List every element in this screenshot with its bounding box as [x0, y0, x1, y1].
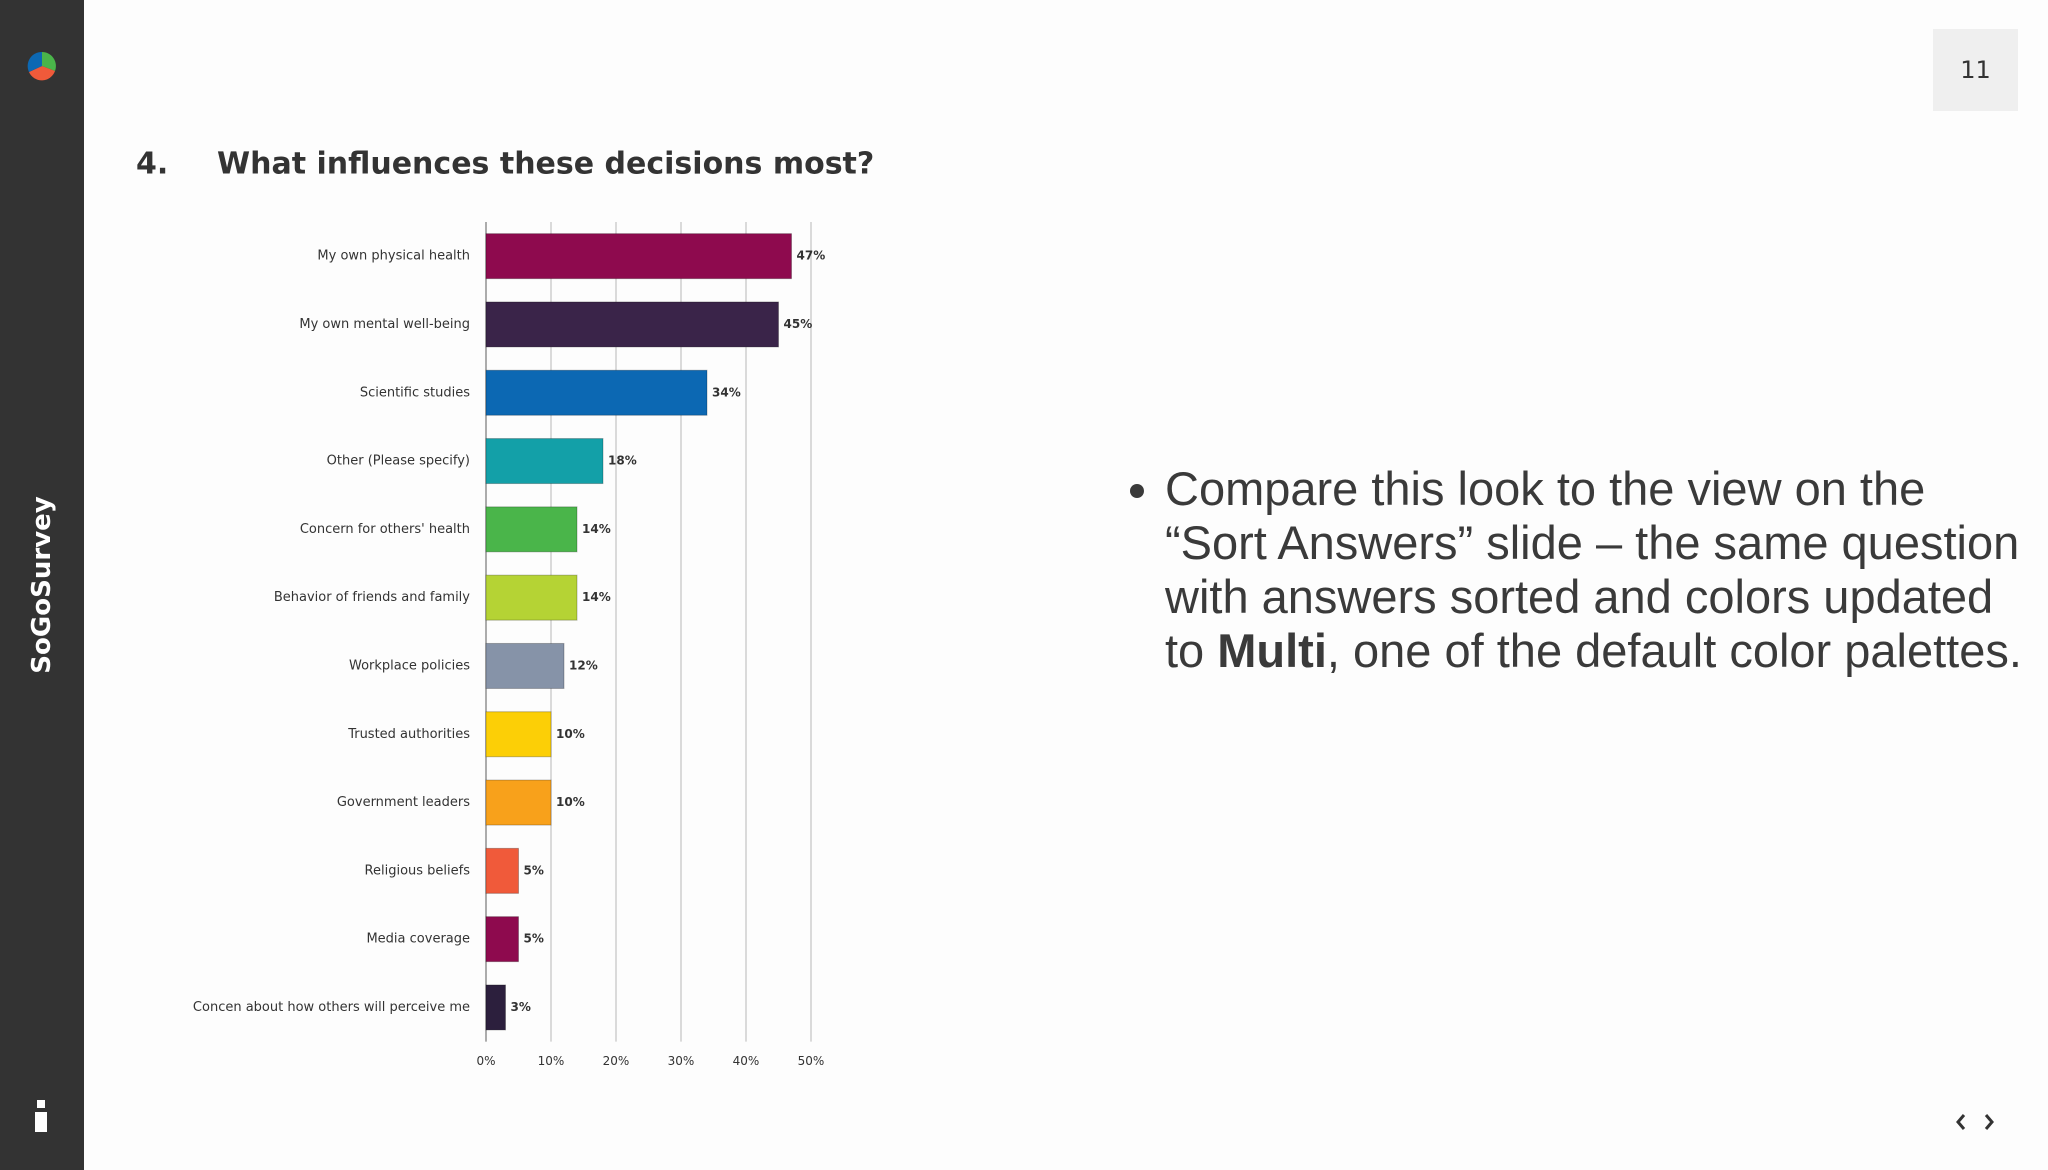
y-tick-label: Media coverage: [366, 932, 470, 947]
bullet-text: Compare this look to the view on the “So…: [1165, 462, 2020, 677]
bullet-text: , one of the default color palettes.: [1326, 624, 2022, 677]
bullet-bold: Multi: [1217, 624, 1327, 677]
nav[interactable]: [1950, 1110, 2010, 1134]
bullet: Compare this look to the view on the “So…: [1165, 462, 2025, 678]
value-label: 5%: [524, 932, 544, 946]
brand: SoGoSurvey: [27, 496, 57, 674]
y-tick-label: Concen about how others will perceive me: [193, 1000, 470, 1015]
bar: [485, 438, 604, 485]
y-tick-label: My own physical health: [317, 249, 470, 264]
y-tick-label: Concern for others' health: [300, 522, 470, 537]
value-label: 45%: [784, 317, 813, 331]
value-label: 10%: [556, 795, 585, 809]
bar: [485, 847, 519, 894]
bar: [485, 711, 552, 758]
y-tick-label: Other (Please specify): [327, 454, 470, 469]
y-tick-label: Behavior of friends and family: [274, 590, 470, 605]
value-label: 18%: [608, 454, 637, 468]
x-tick-label: 10%: [538, 1054, 565, 1068]
bar: [485, 233, 792, 280]
value-label: 14%: [582, 590, 611, 604]
value-label: 12%: [569, 658, 598, 672]
bar: [485, 301, 779, 348]
value-label: 47%: [797, 249, 826, 263]
x-tick-label: 30%: [668, 1054, 695, 1068]
x-tick-label: 40%: [733, 1054, 760, 1068]
x-tick-label: 50%: [798, 1054, 825, 1068]
value-label: 10%: [556, 727, 585, 741]
bullet-list: Compare this look to the view on the “So…: [1120, 462, 2025, 678]
bar: [485, 574, 578, 621]
y-tick-label: Workplace policies: [349, 658, 470, 673]
value-label: 3%: [511, 1000, 531, 1014]
bar: [485, 506, 578, 553]
y-tick-label: Religious beliefs: [365, 863, 471, 878]
x-tick-label: 20%: [603, 1054, 630, 1068]
value-label: 5%: [524, 863, 544, 877]
page-number: 11: [1933, 29, 2018, 111]
value-label: 14%: [582, 522, 611, 536]
bar: [485, 779, 552, 826]
value-label: 34%: [712, 385, 741, 399]
x-tick-label: 0%: [476, 1054, 495, 1068]
bar: [485, 916, 519, 963]
y-tick-label: Government leaders: [337, 795, 470, 810]
bar: [485, 642, 565, 689]
y-tick-label: Trusted authorities: [347, 727, 470, 742]
y-tick-label: Scientific studies: [360, 385, 470, 400]
y-tick-label: My own mental well-being: [299, 317, 470, 332]
bar: [485, 984, 506, 1031]
chart-title: What influences these decisions most?: [217, 147, 874, 182]
question-number: 4.: [136, 147, 168, 182]
sidebar: SoGoSurvey: [0, 0, 84, 1170]
chart: 4. What influences these decisions most?…: [136, 147, 874, 1069]
logo: [27, 51, 56, 81]
menu-icon[interactable]: [0, 1090, 84, 1150]
bar: [485, 369, 708, 416]
